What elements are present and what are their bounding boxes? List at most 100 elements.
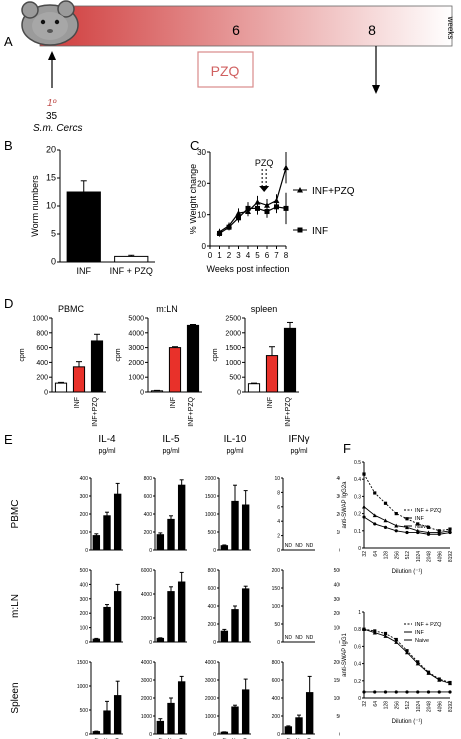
x-tick-label: 0 — [208, 251, 213, 260]
x-axis-label: Weeks post infection — [207, 264, 290, 274]
y-tick-label: 2500 — [225, 316, 241, 323]
x-tick-label: 2048 — [427, 551, 433, 562]
y-tick-label: 4 — [277, 519, 280, 525]
y-tick-label: 4000 — [128, 330, 144, 337]
x-tick-label: 64 — [373, 551, 379, 557]
series-marker — [437, 677, 442, 682]
timeline-bar — [39, 5, 453, 47]
panel-label-f: F — [343, 441, 351, 456]
series-marker — [448, 681, 452, 686]
series-marker — [426, 690, 431, 694]
row-label: m:LN — [10, 594, 21, 618]
y-tick-label: 0.2 — [354, 512, 361, 518]
y-tick-label: 20 — [336, 512, 340, 518]
bar — [177, 581, 186, 643]
y-tick-label: 200 — [334, 660, 340, 666]
bar — [305, 692, 314, 735]
y-tick-label: 6000 — [141, 568, 152, 574]
y-tick-label: 0 — [237, 390, 241, 397]
bar — [92, 535, 101, 551]
cytokine-grid: IL-4pg/mlIL-5pg/mlIL-10pg/mlIFNγpg/mlIL-… — [10, 434, 340, 739]
pzq-box — [197, 51, 254, 88]
bar — [90, 340, 104, 393]
panel-label-b: B — [4, 138, 13, 153]
bar — [283, 327, 297, 393]
legend-label: INF — [312, 226, 328, 237]
y-tick-label: 15 — [46, 173, 56, 183]
infection-order: 1º — [47, 98, 58, 109]
legend-label: INF + PZQ — [415, 508, 442, 514]
bar — [114, 255, 149, 263]
bar — [168, 347, 182, 393]
pzq-label: PZQ — [211, 63, 240, 79]
series-marker — [255, 205, 260, 211]
y-tick-label: 0 — [277, 640, 280, 646]
y-tick-label: 600 — [272, 678, 281, 684]
y-tick-label: 800 — [36, 330, 48, 337]
series-marker — [394, 523, 399, 528]
series-marker — [437, 532, 441, 536]
y-tick-label: 10 — [274, 476, 280, 482]
y-tick-label: 1000 — [77, 684, 88, 690]
y-tick-label: 4000 — [141, 592, 152, 598]
y-tick-label: 2000 — [128, 360, 144, 367]
y-tick-label: 100 — [334, 626, 340, 632]
y-tick-label: 3000 — [128, 345, 144, 352]
y-tick-label: 0 — [85, 640, 88, 646]
y-tick-label: 400 — [334, 582, 340, 588]
timeline-figure: 6 8 weeks PZQ 1º 35 S.m. Cercs — [21, 0, 455, 134]
chart-D3: 0 500 1000 1500 2000 2500 INF INF+PZQ spleen cpm — [212, 304, 299, 427]
bar — [220, 731, 229, 735]
category-label: INF+PZQ — [285, 396, 292, 426]
y-tick-label: 0 — [213, 732, 216, 738]
x-axis-label: Dilution (⁻¹) — [392, 719, 423, 725]
y-tick-label: 1500 — [77, 660, 88, 666]
series-marker — [405, 650, 409, 655]
y-tick-label: 150 — [272, 586, 281, 592]
x-tick-label: 2048 — [427, 701, 433, 712]
cytokine-title: IFNγ — [288, 434, 309, 445]
series-marker — [217, 230, 222, 236]
row-label: PBMC — [10, 500, 21, 529]
y-tick-label: 0.4 — [354, 477, 361, 483]
bar — [241, 689, 250, 735]
legend-label: INF — [415, 630, 425, 636]
y-tick-label: 1000 — [128, 375, 144, 382]
y-tick-label: 1000 — [32, 316, 48, 323]
x-tick-label: 64 — [373, 701, 379, 707]
y-tick-label: 30 — [336, 494, 340, 500]
series-marker — [362, 627, 366, 631]
x-tick-label: 8192 — [448, 701, 454, 712]
worm-numbers-chart: 0 5 10 15 20 INF INF + PZQ Worm numbers — [30, 145, 155, 276]
x-tick-label: 512 — [405, 701, 411, 710]
y-tick-label: 300 — [80, 494, 89, 500]
y-tick-label: 500 — [80, 708, 89, 714]
y-tick-label: 20 — [197, 179, 206, 188]
y-tick-label: 10 — [46, 201, 56, 211]
series-marker — [426, 532, 431, 536]
series-marker — [362, 515, 366, 519]
x-tick-label: 8 — [284, 251, 289, 260]
chart-title: PBMC — [58, 304, 85, 314]
x-tick-label: 128 — [384, 551, 390, 560]
y-tick-label: 0.8 — [354, 627, 361, 633]
y-tick-label: 2 — [277, 534, 280, 540]
week8-arrowhead — [372, 85, 380, 94]
series-marker — [437, 690, 441, 694]
y-tick-label: 400 — [208, 604, 217, 610]
bar — [265, 355, 279, 393]
category-label: INF + PZQ — [179, 737, 186, 739]
week-8-label: 8 — [368, 22, 376, 38]
series-marker — [426, 525, 431, 529]
series-marker — [383, 518, 388, 523]
y-tick-label: 0.4 — [354, 662, 361, 668]
pzq-annotation: PZQ — [255, 158, 274, 168]
bar — [72, 366, 86, 393]
infection-count: 35 — [46, 111, 58, 122]
y-axis-label: anti-SWAP IgG2a — [342, 481, 348, 529]
y-tick-label: 40 — [336, 476, 340, 482]
y-tick-label: 2000 — [141, 616, 152, 622]
x-tick-label: 7 — [274, 251, 279, 260]
y-tick-label: 1000 — [205, 512, 216, 518]
y-tick-label: 0.3 — [354, 494, 361, 500]
